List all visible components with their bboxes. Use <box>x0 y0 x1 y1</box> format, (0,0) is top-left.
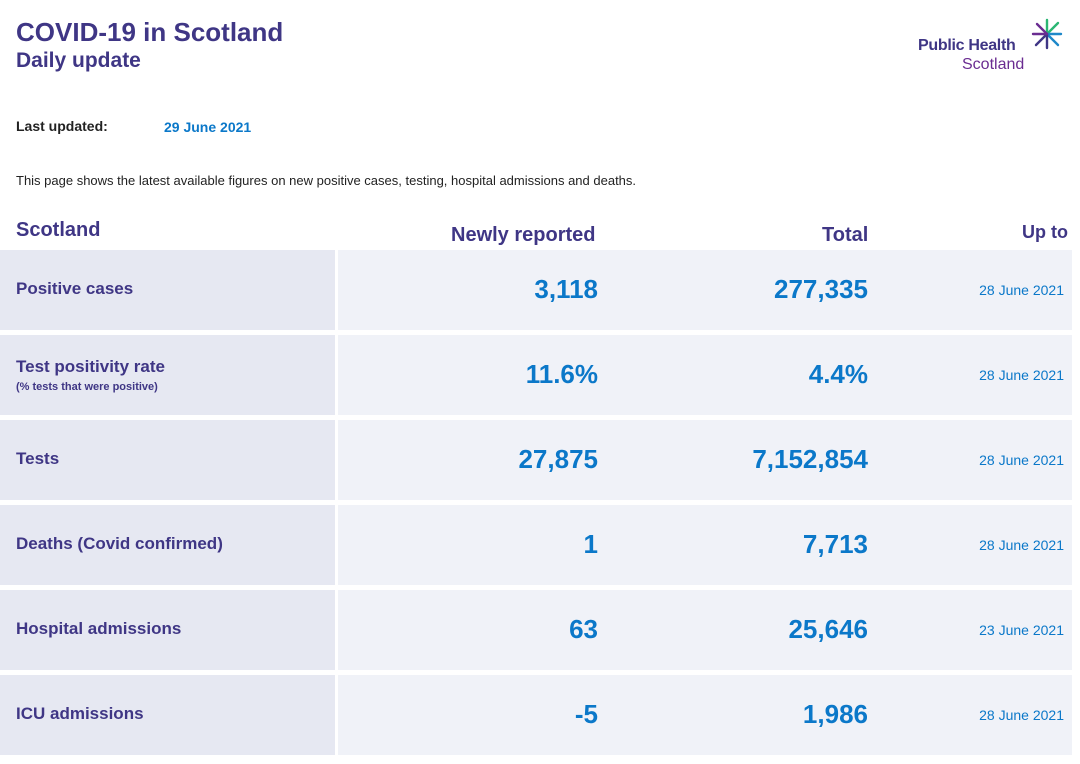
page-subtitle: Daily update <box>16 49 141 72</box>
newly-reported-value: 3,118 <box>534 274 598 304</box>
row-label-cell <box>0 675 335 755</box>
row-label: Tests <box>16 449 60 468</box>
row-data-cell <box>338 335 1072 415</box>
table-row-test-positivity: Test positivity rate (% tests that were … <box>0 335 1072 415</box>
total-value: 1,986 <box>802 699 868 729</box>
row-label: Deaths (Covid confirmed) <box>16 534 223 553</box>
row-label: Test positivity rate <box>16 357 165 376</box>
newly-reported-value: 1 <box>583 529 598 559</box>
row-data-cell <box>338 505 1072 585</box>
row-data-cell <box>338 675 1072 755</box>
up-to-date: 28 June 2021 <box>979 707 1064 723</box>
column-header-up-to: Up to <box>1022 222 1068 242</box>
logo-text-scotland: Scotland <box>962 56 1025 73</box>
star-burst-icon <box>1031 18 1063 50</box>
up-to-date: 28 June 2021 <box>979 452 1064 468</box>
table-row-tests: Tests 27,875 7,152,854 28 June 2021 <box>0 420 1072 500</box>
total-value: 25,646 <box>788 614 868 644</box>
logo-text-public-health: Public Health <box>918 37 1016 54</box>
up-to-date: 23 June 2021 <box>979 622 1064 638</box>
row-sublabel: (% tests that were positive) <box>16 381 158 393</box>
intro-text: This page shows the latest available fig… <box>16 173 637 188</box>
newly-reported-value: 11.6% <box>525 359 598 389</box>
row-label-cell <box>0 420 335 500</box>
phs-logo[interactable]: Public Health Scotland <box>918 18 1068 78</box>
up-to-date: 28 June 2021 <box>979 367 1064 383</box>
row-label-cell <box>0 590 335 670</box>
page-title: COVID-19 in Scotland <box>16 17 284 47</box>
table-row-positive-cases: Positive cases 3,118 277,335 28 June 202… <box>0 250 1072 330</box>
row-label-cell <box>0 250 335 330</box>
row-data-cell <box>338 420 1072 500</box>
row-data-cell <box>338 590 1072 670</box>
row-label: Positive cases <box>16 279 134 298</box>
newly-reported-value: 63 <box>569 614 598 644</box>
total-value: 7,152,854 <box>752 444 868 474</box>
newly-reported-value: -5 <box>574 699 598 729</box>
last-updated-label: Last updated: <box>16 118 108 134</box>
row-label: Hospital admissions <box>16 619 182 638</box>
row-label-cell <box>0 505 335 585</box>
column-header-total: Total <box>822 224 869 246</box>
newly-reported-value: 27,875 <box>518 444 598 474</box>
column-header-newly-reported: Newly reported <box>451 224 596 246</box>
total-value: 4.4% <box>808 359 868 389</box>
table-row-hospital-admissions: Hospital admissions 63 25,646 23 June 20… <box>0 590 1072 670</box>
up-to-date: 28 June 2021 <box>979 537 1064 553</box>
table-row-deaths: Deaths (Covid confirmed) 1 7,713 28 June… <box>0 505 1072 585</box>
total-value: 7,713 <box>802 529 868 559</box>
row-label: ICU admissions <box>16 704 144 723</box>
total-value: 277,335 <box>774 274 868 304</box>
row-data-cell <box>338 250 1072 330</box>
column-header-area: Scotland <box>16 219 101 241</box>
last-updated-value: 29 June 2021 <box>164 119 252 135</box>
row-label-cell <box>0 335 335 415</box>
up-to-date: 28 June 2021 <box>979 282 1064 298</box>
table-row-icu-admissions: ICU admissions -5 1,986 28 June 2021 <box>0 675 1072 755</box>
